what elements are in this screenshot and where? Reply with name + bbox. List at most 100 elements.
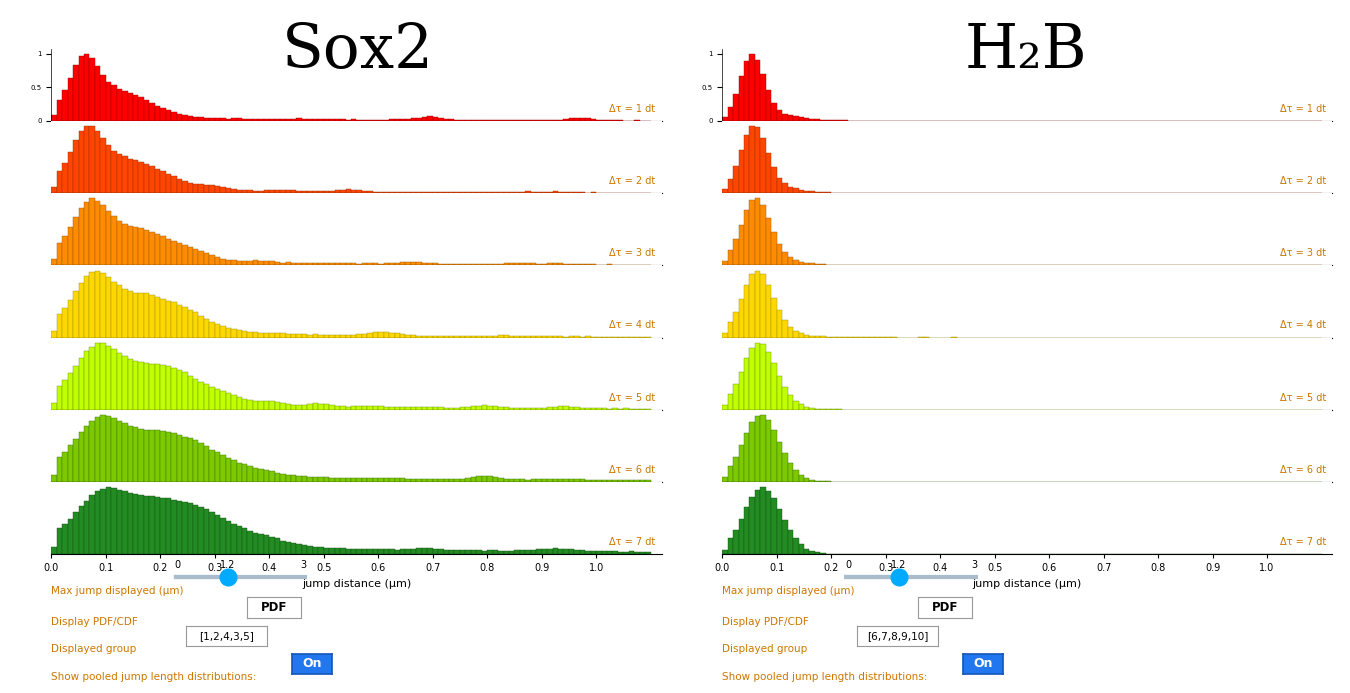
Bar xyxy=(177,305,182,337)
Bar xyxy=(346,335,351,337)
Bar xyxy=(116,154,122,193)
Bar xyxy=(815,119,821,121)
Bar xyxy=(242,464,247,482)
Bar xyxy=(444,479,450,482)
Bar xyxy=(444,119,450,121)
Bar xyxy=(139,98,144,121)
Bar xyxy=(100,415,105,482)
Bar xyxy=(236,397,242,410)
Bar xyxy=(608,480,613,482)
Bar xyxy=(634,480,640,482)
Bar xyxy=(161,431,166,482)
Bar xyxy=(805,407,810,410)
Bar xyxy=(421,407,427,410)
Bar xyxy=(346,407,351,410)
Bar xyxy=(421,548,427,554)
Bar xyxy=(585,480,591,482)
Bar xyxy=(520,480,525,482)
Bar xyxy=(78,507,84,554)
Bar xyxy=(798,261,805,265)
Bar xyxy=(585,408,591,410)
Bar xyxy=(198,316,204,337)
Bar xyxy=(57,315,62,337)
Bar xyxy=(263,471,269,482)
Bar xyxy=(520,263,525,265)
Bar xyxy=(466,550,471,554)
Bar xyxy=(324,263,329,265)
Bar xyxy=(525,263,531,265)
Bar xyxy=(541,336,547,337)
Bar xyxy=(558,406,563,410)
Bar xyxy=(602,480,608,482)
Bar xyxy=(810,263,815,265)
Bar xyxy=(139,362,144,410)
Bar xyxy=(482,475,487,482)
Bar xyxy=(127,359,134,410)
Bar xyxy=(367,333,373,337)
Text: Δτ = 3 dt: Δτ = 3 dt xyxy=(1280,248,1326,258)
Bar xyxy=(335,405,340,410)
Text: Δτ = 7 dt: Δτ = 7 dt xyxy=(1280,537,1326,547)
Bar xyxy=(150,295,155,337)
Bar xyxy=(155,430,161,482)
Bar xyxy=(597,120,602,121)
Bar xyxy=(444,550,450,554)
Bar xyxy=(308,119,313,121)
Bar xyxy=(722,550,728,554)
Bar xyxy=(263,333,269,337)
Bar xyxy=(122,423,127,482)
Bar xyxy=(487,406,493,410)
Bar xyxy=(89,495,95,554)
Bar xyxy=(198,184,204,193)
Bar xyxy=(427,192,432,193)
Bar xyxy=(263,536,269,554)
Bar xyxy=(487,550,493,554)
Bar xyxy=(471,406,477,410)
Bar xyxy=(765,153,771,193)
Bar xyxy=(144,363,150,410)
Bar xyxy=(95,271,100,337)
Text: [6,7,8,9,10]: [6,7,8,9,10] xyxy=(867,631,929,641)
Bar xyxy=(805,263,810,265)
Bar xyxy=(455,407,460,410)
Bar xyxy=(193,184,198,193)
Bar xyxy=(193,249,198,265)
Bar xyxy=(558,191,563,193)
Bar xyxy=(531,408,536,410)
Bar xyxy=(356,120,362,121)
Bar xyxy=(805,191,810,193)
Bar xyxy=(193,505,198,554)
Bar xyxy=(166,432,171,482)
Bar xyxy=(100,75,105,121)
Bar xyxy=(134,227,139,265)
Bar xyxy=(504,192,509,193)
Bar xyxy=(416,335,421,337)
Bar xyxy=(427,407,432,410)
Text: 3: 3 xyxy=(301,560,306,570)
Bar xyxy=(563,406,568,410)
Bar xyxy=(821,409,826,410)
Bar xyxy=(749,497,755,554)
Bar xyxy=(787,327,792,337)
Bar xyxy=(509,551,514,554)
Bar xyxy=(738,299,744,337)
Bar xyxy=(161,299,166,337)
Bar xyxy=(591,408,597,410)
Bar xyxy=(444,264,450,265)
Bar xyxy=(792,260,798,265)
Bar xyxy=(274,402,281,410)
Bar xyxy=(547,336,552,337)
Text: PDF: PDF xyxy=(261,602,288,614)
Bar xyxy=(78,131,84,193)
Bar xyxy=(161,365,166,410)
Bar xyxy=(95,131,100,193)
Bar xyxy=(127,493,134,554)
Bar xyxy=(776,376,782,410)
Bar xyxy=(252,401,258,410)
Bar xyxy=(144,293,150,337)
Bar xyxy=(547,263,552,265)
Bar xyxy=(57,100,62,121)
Bar xyxy=(416,407,421,410)
Bar xyxy=(439,479,444,482)
Bar xyxy=(127,159,134,193)
